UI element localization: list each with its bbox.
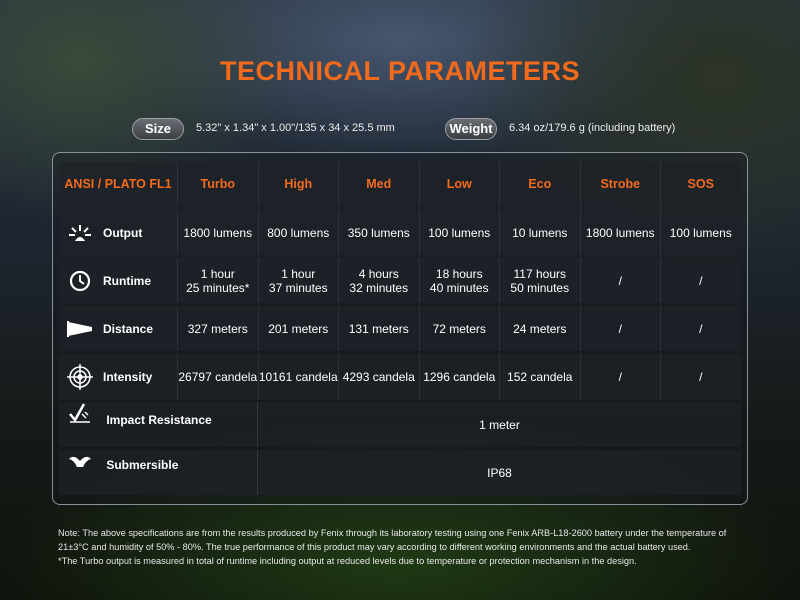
value-cell: 26797 candela (177, 354, 258, 400)
value-cell: 10161 candela (257, 354, 339, 400)
weight-badge: Weight (445, 118, 497, 140)
value-line: 117 hours (513, 266, 566, 281)
table-header: ANSI / PLATO FL1 Turbo High Med Low Eco Strobe… (59, 162, 741, 206)
column-header: Low (418, 162, 500, 206)
value-cell: 350 lumens (338, 210, 419, 255)
column-header: High (257, 162, 339, 206)
value-cell: 10 lumens (499, 210, 580, 255)
footnote: Note: The above specifications are from … (58, 526, 748, 568)
spec-table: ANSI / PLATO FL1 Turbo High Med Low Eco Strobe… (52, 152, 748, 505)
size-badge: Size (132, 118, 184, 140)
value-cell: 1 hour 37 minutes (257, 258, 339, 303)
value-cell: 152 candela (499, 354, 580, 400)
note-text: Note: The above specifications are from … (58, 528, 727, 552)
value-cell: 1800 lumens (579, 210, 661, 255)
value-cell: 1 hour 25 minutes* (177, 258, 258, 303)
column-header: Eco (499, 162, 580, 206)
water-icon (67, 450, 93, 472)
table-row-distance: Distance 327 meters 201 meters 131 meters 72… (59, 306, 741, 351)
target-icon (67, 364, 93, 390)
value-cell: 4293 candela (338, 354, 419, 400)
value-cell: / (579, 258, 661, 303)
value-cell: / (579, 354, 661, 400)
value-line: 1 hour (200, 266, 235, 281)
value-line: / (618, 273, 622, 288)
value-line: 37 minutes (268, 280, 328, 295)
value-cell: 201 meters (257, 306, 339, 351)
row-label: Submersible (59, 450, 257, 495)
row-label: Output (59, 210, 177, 255)
value-cell: / (660, 306, 741, 351)
column-header: Strobe (579, 162, 661, 206)
value-cell: 100 lumens (660, 210, 741, 255)
row-label: Runtime (59, 258, 177, 303)
column-header: Turbo (177, 162, 258, 206)
row-label: Impact Resistance (59, 402, 257, 447)
table-row-intensity: Intensity 26797 candela 10161 candela 4293 … (59, 354, 741, 400)
row-label-text: Intensity (103, 370, 153, 384)
value-cell: 4 hours 32 minutes (338, 258, 419, 303)
value-cell: / (660, 258, 741, 303)
size-value: 5.32" x 1.34" x 1.00"/135 x 34 x 25.5 mm (196, 122, 395, 134)
value-cell: / (660, 354, 741, 400)
column-header: SOS (660, 162, 741, 206)
submersible-value: IP68 (257, 450, 741, 495)
beam-distance-icon (67, 318, 93, 340)
turbo-note-text: *The Turbo output is measured in total o… (58, 556, 637, 566)
table-row-output: Output 1800 lumens 800 lumens 350 lumens 100… (59, 210, 741, 255)
impact-icon (67, 402, 93, 424)
value-cell: 131 meters (338, 306, 419, 351)
value-cell: 100 lumens (418, 210, 500, 255)
value-cell: 327 meters (177, 306, 258, 351)
value-cell: 18 hours 40 minutes (418, 258, 500, 303)
column-header: Med (338, 162, 419, 206)
value-cell: 117 hours 50 minutes (499, 258, 580, 303)
value-line: / (699, 273, 703, 288)
value-line: 1 hour (281, 266, 316, 281)
page-title: TECHNICAL PARAMETERS (219, 56, 580, 86)
clock-icon (67, 270, 93, 292)
row-label-text: Distance (103, 321, 154, 336)
row-label: Intensity (59, 354, 177, 400)
table-row-runtime: Runtime 1 hour 25 minutes* 1 hour 37 minutes… (59, 258, 741, 303)
row-label-text: Impact Resistance (106, 413, 212, 427)
value-cell: 1296 candela (418, 354, 500, 400)
value-line: 40 minutes (429, 280, 489, 295)
impact-value: 1 meter (257, 402, 741, 447)
value-line: 4 hours (358, 266, 399, 281)
value-cell: 72 meters (418, 306, 500, 351)
value-line: 25 minutes* (186, 280, 250, 295)
value-line: 50 minutes (510, 280, 570, 295)
table-row-submersible: Submersible IP68 (59, 450, 741, 495)
row-label: Distance (59, 306, 177, 351)
value-cell: / (579, 306, 661, 351)
table-row-impact: Impact Resistance 1 meter (59, 402, 741, 447)
value-cell: 24 meters (499, 306, 580, 351)
light-burst-icon (67, 222, 93, 244)
value-line: 32 minutes (349, 280, 409, 295)
column-header: ANSI / PLATO FL1 (64, 177, 172, 191)
value-cell: 800 lumens (257, 210, 339, 255)
row-label-text: Output (103, 225, 143, 240)
row-label-text: Runtime (103, 273, 151, 288)
value-cell: 1800 lumens (177, 210, 258, 255)
value-line: 18 hours (435, 266, 483, 281)
weight-value: 6.34 oz/179.6 g (including battery) (509, 122, 676, 134)
row-label-text: Submersible (106, 458, 179, 472)
